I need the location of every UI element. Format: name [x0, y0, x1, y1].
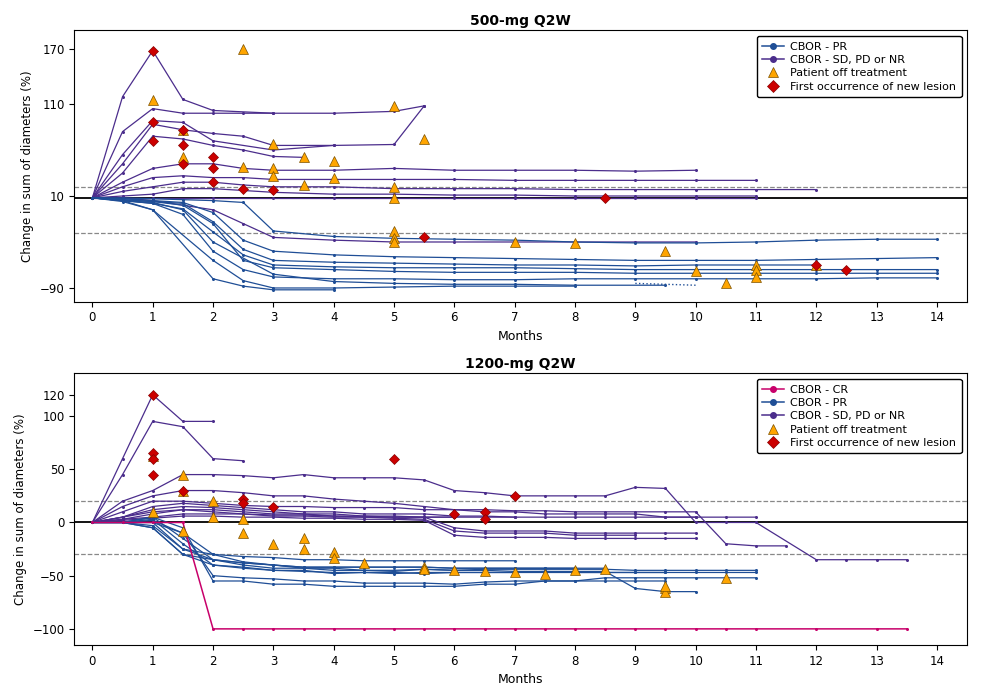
Title: 500-mg Q2W: 500-mg Q2W	[470, 14, 571, 28]
Legend: CBOR - PR, CBOR - SD, PD or NR, Patient off treatment, First occurrence of new l: CBOR - PR, CBOR - SD, PD or NR, Patient …	[756, 36, 961, 97]
Title: 1200-mg Q2W: 1200-mg Q2W	[465, 357, 576, 371]
X-axis label: Months: Months	[498, 330, 543, 343]
Y-axis label: Change in sum of diameters (%): Change in sum of diameters (%)	[22, 70, 34, 262]
Y-axis label: Change in sum of diameters (%): Change in sum of diameters (%)	[14, 414, 26, 605]
Legend: CBOR - CR, CBOR - PR, CBOR - SD, PD or NR, Patient off treatment, First occurren: CBOR - CR, CBOR - PR, CBOR - SD, PD or N…	[756, 379, 961, 454]
X-axis label: Months: Months	[498, 673, 543, 686]
